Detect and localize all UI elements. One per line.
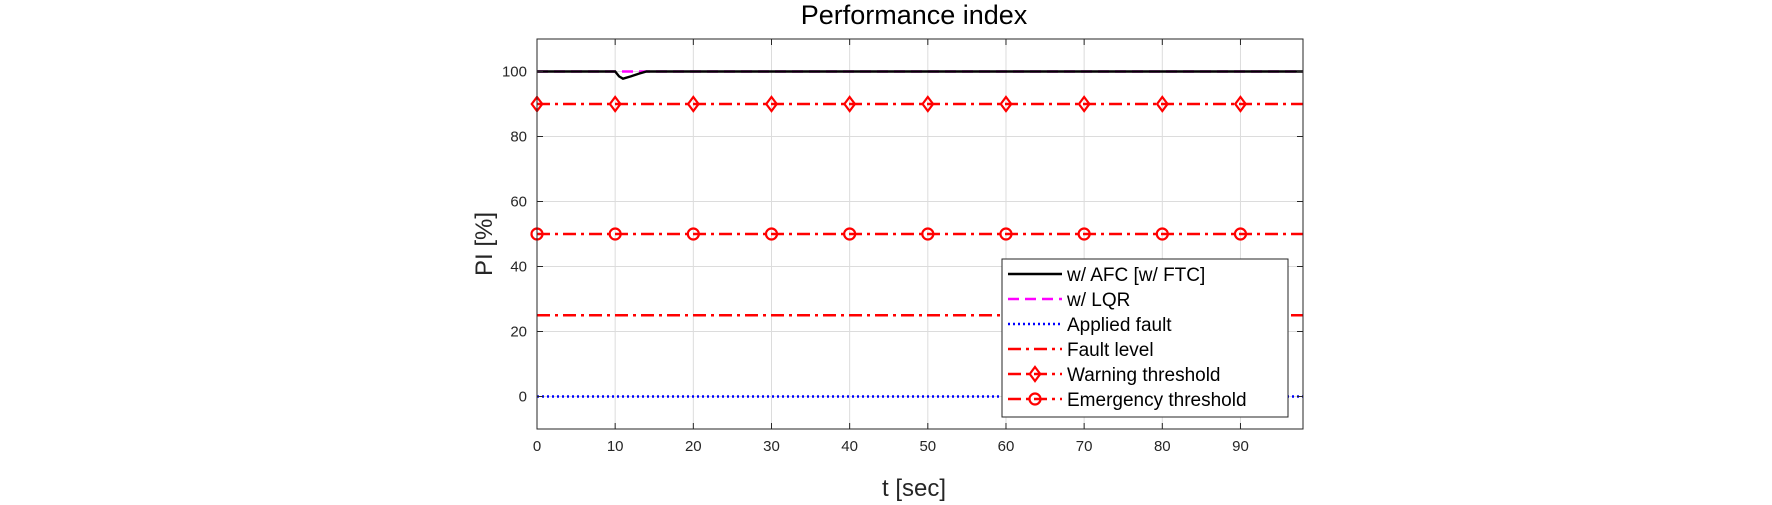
legend-label: w/ AFC [w/ FTC] <box>1066 265 1205 286</box>
legend-item[interactable]: Applied fault <box>1008 315 1172 336</box>
y-axis-label: PI [%] <box>471 212 498 276</box>
legend-label: w/ LQR <box>1066 290 1130 311</box>
legend-box <box>1001 258 1289 418</box>
series-marker <box>1077 227 1091 241</box>
series-marker <box>764 227 779 241</box>
series-marker <box>608 95 622 113</box>
x-tick-label: 10 <box>607 438 624 455</box>
series-marker <box>608 227 622 241</box>
x-tick-label: 0 <box>533 438 541 455</box>
series-line <box>537 70 1303 80</box>
x-tick-label: 40 <box>841 438 858 455</box>
legend-item[interactable]: Fault level <box>1008 340 1154 361</box>
ticks: 0 10 20 30 40 50 60 70 80 90 0 20 40 60 80 100 <box>502 39 1303 455</box>
legend-item[interactable]: w/ AFC [w/ FTC] <box>1008 265 1205 286</box>
x-tick-label: 60 <box>998 438 1015 455</box>
series-marker <box>921 227 935 241</box>
plot-frame <box>536 38 1304 430</box>
legend-label: Fault level <box>1067 340 1154 361</box>
y-tick-label: 20 <box>510 324 527 341</box>
y-tick-label: 60 <box>510 194 527 211</box>
series-marker <box>764 95 779 113</box>
legend[interactable]: w/ AFC [w/ FTC] w/ LQR Applied fault Fault … <box>1001 258 1289 418</box>
legend-label: Emergency threshold <box>1067 390 1247 411</box>
legend-marker <box>1028 365 1042 383</box>
legend-label: Warning threshold <box>1067 365 1220 386</box>
x-tick-label: 30 <box>763 438 780 455</box>
series-marker <box>1077 95 1091 113</box>
x-tick-label: 80 <box>1154 438 1171 455</box>
legend-item[interactable]: Emergency threshold <box>1008 390 1247 411</box>
series-marker <box>843 227 857 241</box>
legend-item[interactable]: Warning threshold <box>1008 365 1220 386</box>
x-tick-label: 70 <box>1076 438 1093 455</box>
series-0 <box>537 70 1303 80</box>
x-tick-label: 50 <box>919 438 936 455</box>
x-tick-label: 90 <box>1232 438 1249 455</box>
series-marker <box>1233 95 1248 113</box>
series-marker <box>686 227 700 241</box>
series-marker <box>843 95 857 113</box>
y-tick-label: 40 <box>510 259 527 276</box>
chart-title: Performance index <box>801 0 1028 30</box>
y-tick-label: 100 <box>502 64 527 81</box>
x-axis-label: t [sec] <box>882 475 946 502</box>
series-marker <box>1155 227 1169 241</box>
series-marker <box>921 95 935 113</box>
legend-item[interactable]: w/ LQR <box>1008 290 1130 311</box>
legend-label: Applied fault <box>1067 315 1172 336</box>
y-tick-label: 80 <box>510 129 527 146</box>
series-marker <box>686 95 700 113</box>
series-marker <box>1233 227 1248 241</box>
series-marker <box>1155 95 1169 113</box>
legend-marker <box>1028 392 1042 406</box>
series-4 <box>530 95 1303 113</box>
series-5 <box>530 227 1303 241</box>
x-tick-label: 20 <box>685 438 702 455</box>
series-marker <box>999 227 1013 241</box>
series-marker <box>999 95 1013 113</box>
y-tick-label: 0 <box>519 389 527 406</box>
series-layer <box>530 70 1303 398</box>
